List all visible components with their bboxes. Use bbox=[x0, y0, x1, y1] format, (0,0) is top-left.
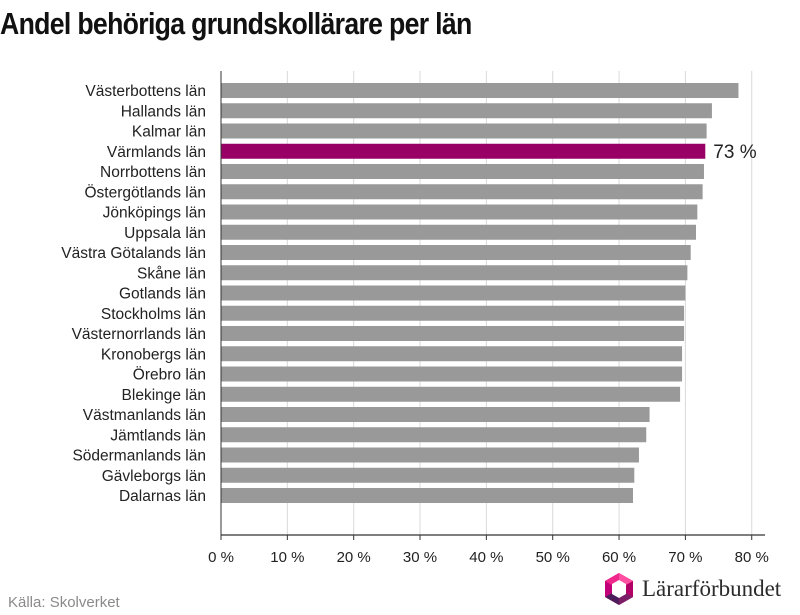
bar bbox=[221, 305, 685, 321]
x-tick-label: 80 % bbox=[735, 549, 769, 566]
bar bbox=[221, 123, 707, 139]
bar bbox=[221, 164, 704, 179]
x-tick-label: 50 % bbox=[536, 549, 570, 566]
bar bbox=[221, 427, 647, 443]
x-axis: 0 % 10 % 20 % 30 % 40 % 50 % 60 % 70 % 80 % bbox=[208, 71, 769, 566]
x-tick-label: 20 % bbox=[337, 549, 371, 566]
bar bbox=[221, 447, 639, 463]
category-labels: Västerbottens län Hallands län Kalmar län V… bbox=[61, 83, 756, 505]
bar bbox=[221, 326, 685, 341]
category-label: Norrbottens län bbox=[100, 164, 206, 181]
category-label: Uppsala län bbox=[124, 225, 206, 242]
category-label: Skåne län bbox=[137, 265, 206, 282]
bar bbox=[221, 467, 635, 483]
category-label: Värmlands län bbox=[107, 144, 206, 161]
bar bbox=[221, 386, 681, 402]
category-label: Kronobergs län bbox=[101, 346, 206, 363]
category-label: Örebro län bbox=[133, 366, 206, 384]
bar bbox=[221, 407, 650, 422]
category-label: Västra Götalands län bbox=[61, 245, 206, 262]
category-label: Södermanlands län bbox=[72, 448, 206, 465]
category-label: Hallands län bbox=[121, 103, 206, 120]
x-tick-label: 30 % bbox=[403, 549, 437, 566]
lararforbundet-logo-icon bbox=[605, 573, 633, 605]
category-label: Kalmar län bbox=[132, 124, 206, 141]
bar bbox=[221, 488, 633, 503]
bar bbox=[221, 184, 703, 200]
category-label: Västernorrlands län bbox=[72, 326, 206, 343]
logo: Lärarförbundet bbox=[602, 572, 781, 606]
highlight-value-label: 73 % bbox=[713, 142, 756, 163]
category-label: Västerbottens län bbox=[85, 83, 206, 100]
category-label: Gotlands län bbox=[119, 286, 206, 303]
category-label: Dalarnas län bbox=[119, 488, 206, 505]
bar bbox=[221, 285, 686, 301]
bar bbox=[221, 245, 691, 260]
category-label: Blekinge län bbox=[122, 387, 206, 404]
chart-title: Andel behöriga grundskollärare per län bbox=[0, 6, 472, 41]
category-label: Gävleborgs län bbox=[102, 468, 206, 485]
x-tick-label: 10 % bbox=[270, 549, 304, 566]
x-tick-label: 40 % bbox=[469, 549, 503, 566]
logo-text: Lärarförbundet bbox=[642, 576, 782, 601]
category-label: Östergötlands län bbox=[85, 183, 207, 201]
source-note: Källa: Skolverket bbox=[8, 594, 120, 611]
category-label: Jönköpings län bbox=[103, 205, 206, 222]
category-label: Jämtlands län bbox=[110, 427, 206, 444]
bar bbox=[221, 346, 683, 362]
gridlines bbox=[286, 71, 753, 535]
bar bbox=[221, 366, 683, 382]
bar bbox=[221, 204, 698, 220]
bar bbox=[221, 265, 688, 281]
bar bbox=[221, 224, 697, 240]
bar bbox=[221, 103, 712, 119]
x-tick-label: 70 % bbox=[668, 549, 702, 566]
x-tick-label: 60 % bbox=[602, 549, 636, 566]
bar bbox=[221, 83, 739, 98]
category-label: Västmanlands län bbox=[83, 407, 206, 424]
bar-highlighted bbox=[221, 143, 706, 159]
bars bbox=[221, 83, 739, 503]
category-label: Stockholms län bbox=[101, 306, 206, 323]
x-tick-label: 0 % bbox=[208, 549, 234, 566]
